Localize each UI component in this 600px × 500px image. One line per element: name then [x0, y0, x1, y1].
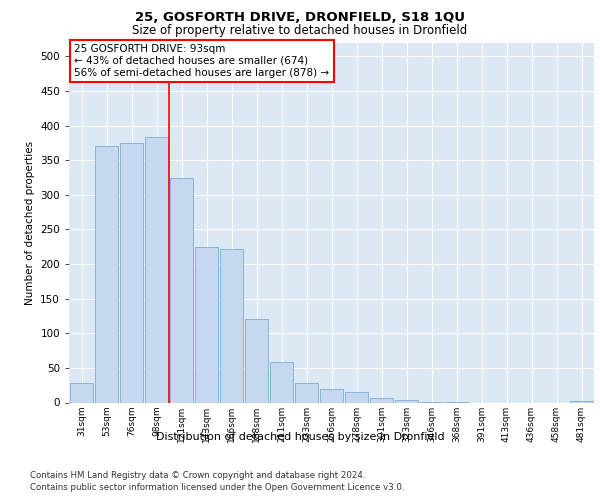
Text: Distribution of detached houses by size in Dronfield: Distribution of detached houses by size … [155, 432, 445, 442]
Text: Contains public sector information licensed under the Open Government Licence v3: Contains public sector information licen… [30, 483, 404, 492]
Bar [120, 143, 143, 403]
Bar [95, 146, 118, 402]
Bar [370, 398, 393, 402]
Bar [145, 138, 168, 402]
Bar [170, 178, 193, 402]
Text: Size of property relative to detached houses in Dronfield: Size of property relative to detached ho… [133, 24, 467, 37]
Bar [270, 362, 293, 403]
Bar [395, 400, 418, 402]
Bar [320, 388, 343, 402]
Bar [570, 401, 593, 402]
Bar [70, 383, 93, 402]
Text: Contains HM Land Registry data © Crown copyright and database right 2024.: Contains HM Land Registry data © Crown c… [30, 471, 365, 480]
Bar [245, 320, 268, 402]
Bar [220, 249, 243, 402]
Text: 25 GOSFORTH DRIVE: 93sqm
← 43% of detached houses are smaller (674)
56% of semi-: 25 GOSFORTH DRIVE: 93sqm ← 43% of detach… [74, 44, 329, 78]
Bar [195, 246, 218, 402]
Y-axis label: Number of detached properties: Number of detached properties [25, 140, 35, 304]
Bar [295, 383, 318, 402]
Bar [345, 392, 368, 402]
Text: 25, GOSFORTH DRIVE, DRONFIELD, S18 1QU: 25, GOSFORTH DRIVE, DRONFIELD, S18 1QU [135, 11, 465, 24]
